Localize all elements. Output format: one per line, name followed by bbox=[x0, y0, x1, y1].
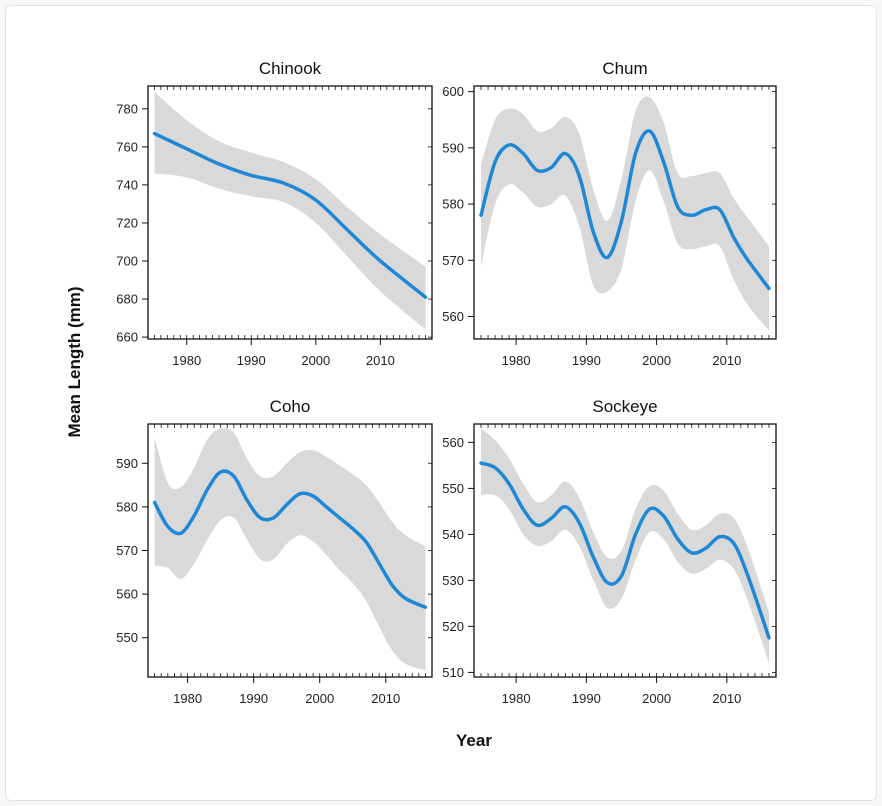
panel-title-coho: Coho bbox=[270, 397, 311, 416]
panel-coho: 1980 1990 2000 2010 550 560 570 580 590 Coho bbox=[116, 397, 433, 706]
y-tick-label-coho: 570 bbox=[116, 543, 138, 558]
y-tick-label-coho: 590 bbox=[116, 456, 138, 471]
y-tick-label-chinook: 680 bbox=[116, 292, 138, 307]
confidence-band-sockeye bbox=[481, 428, 769, 664]
y-tick-label-chinook: 780 bbox=[116, 101, 138, 116]
y-tick-label-chum: 560 bbox=[442, 309, 464, 324]
y-tick-label-chum: 570 bbox=[442, 253, 464, 268]
x-tick-label-chum: 1980 bbox=[502, 353, 531, 368]
x-tick-label-chinook: 1990 bbox=[237, 353, 266, 368]
x-tick-label-coho: 2010 bbox=[371, 691, 400, 706]
panel-chinook: 1980 1990 2000 2010 660 680 700 720 740 760 780 Chi… bbox=[116, 59, 433, 368]
panel-title-sockeye: Sockeye bbox=[592, 397, 657, 416]
x-tick-label-chum: 1990 bbox=[572, 353, 601, 368]
x-tick-label-coho: 1980 bbox=[173, 691, 202, 706]
y-tick-label-coho: 580 bbox=[116, 499, 138, 514]
x-tick-label-chum: 2010 bbox=[712, 353, 741, 368]
x-tick-label-chinook: 2010 bbox=[366, 353, 395, 368]
x-tick-label-coho: 2000 bbox=[305, 691, 334, 706]
y-tick-label-chum: 600 bbox=[442, 84, 464, 99]
y-tick-label-sockeye: 540 bbox=[442, 527, 464, 542]
series-line-chinook bbox=[152, 131, 428, 299]
y-tick-label-chum: 580 bbox=[442, 197, 464, 212]
y-tick-label-chinook: 740 bbox=[116, 177, 138, 192]
y-tick-label-chum: 590 bbox=[442, 140, 464, 155]
y-tick-label-sockeye: 560 bbox=[442, 435, 464, 450]
x-tick-label-sockeye: 1980 bbox=[502, 691, 531, 706]
y-tick-label-chinook: 700 bbox=[116, 254, 138, 269]
x-tick-label-coho: 1990 bbox=[239, 691, 268, 706]
y-tick-label-sockeye: 550 bbox=[442, 481, 464, 496]
series-line-coho bbox=[152, 469, 428, 609]
panel-sockeye: 1980 1990 2000 2010 510 520 530 540 550 560 Sockey… bbox=[442, 397, 777, 706]
y-tick-label-chinook: 660 bbox=[116, 330, 138, 345]
series-line-sockeye bbox=[479, 461, 771, 640]
y-tick-label-coho: 550 bbox=[116, 630, 138, 645]
confidence-band-chinook bbox=[154, 91, 426, 330]
y-tick-label-sockeye: 520 bbox=[442, 619, 464, 634]
y-axis-title: Mean Length (mm) bbox=[65, 286, 84, 437]
x-tick-label-chinook: 1980 bbox=[172, 353, 201, 368]
x-tick-label-sockeye: 2000 bbox=[642, 691, 671, 706]
x-tick-label-sockeye: 1990 bbox=[572, 691, 601, 706]
plot-frame-chum bbox=[473, 85, 777, 340]
x-tick-label-chinook: 2000 bbox=[301, 353, 330, 368]
panel-title-chinook: Chinook bbox=[259, 59, 322, 78]
panel-title-chum: Chum bbox=[602, 59, 647, 78]
plot-frame-sockeye bbox=[473, 423, 777, 678]
y-tick-label-chinook: 720 bbox=[116, 215, 138, 230]
x-tick-label-chum: 2000 bbox=[642, 353, 671, 368]
y-tick-label-sockeye: 530 bbox=[442, 573, 464, 588]
y-tick-label-coho: 560 bbox=[116, 587, 138, 602]
series-line-chum bbox=[479, 129, 771, 291]
figure-frame bbox=[5, 5, 877, 801]
y-tick-label-sockeye: 510 bbox=[442, 665, 464, 680]
x-tick-label-sockeye: 2010 bbox=[712, 691, 741, 706]
y-tick-label-chinook: 760 bbox=[116, 139, 138, 154]
confidence-band-coho bbox=[154, 427, 426, 671]
x-axis-title: Year bbox=[456, 731, 492, 750]
panel-chum: 1980 1990 2000 2010 560 570 580 590 600 Chum bbox=[442, 59, 777, 368]
